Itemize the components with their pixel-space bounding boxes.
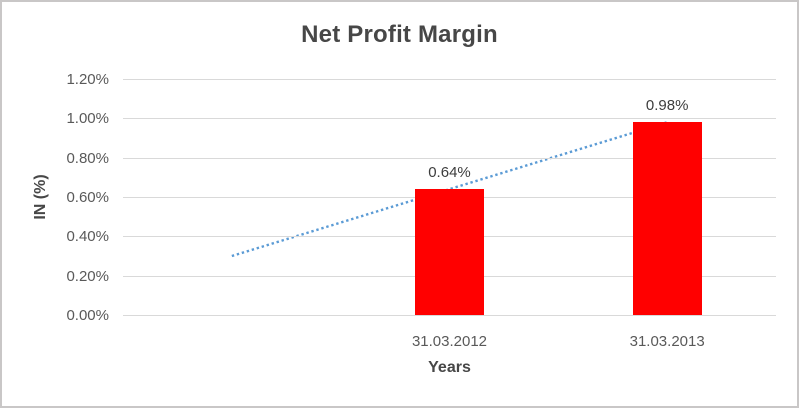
chart-title: Net Profit Margin — [301, 21, 498, 48]
x-tick-label: 31.03.2013 — [629, 333, 705, 350]
gridline — [123, 79, 776, 80]
y-tick-label: 0.60% — [66, 189, 109, 206]
gridline — [123, 157, 776, 159]
y-tick-label: 0.20% — [66, 267, 109, 285]
y-tick-label: 1.00% — [66, 110, 109, 128]
bar-data-label: 0.64% — [428, 164, 471, 182]
bar — [632, 122, 702, 315]
x-tick-label: 31.03.2012 — [411, 333, 488, 350]
gridline — [123, 315, 776, 316]
bar — [415, 189, 484, 315]
gridline — [123, 118, 776, 120]
y-tick-label: 1.20% — [66, 71, 109, 88]
y-tick-label: 0.40% — [66, 228, 109, 246]
y-tick-label: 0.00% — [66, 307, 109, 324]
x-axis-title: Years — [428, 359, 471, 376]
bar-data-label: 0.98% — [645, 97, 689, 115]
y-tick-label: 0.80% — [66, 149, 109, 167]
